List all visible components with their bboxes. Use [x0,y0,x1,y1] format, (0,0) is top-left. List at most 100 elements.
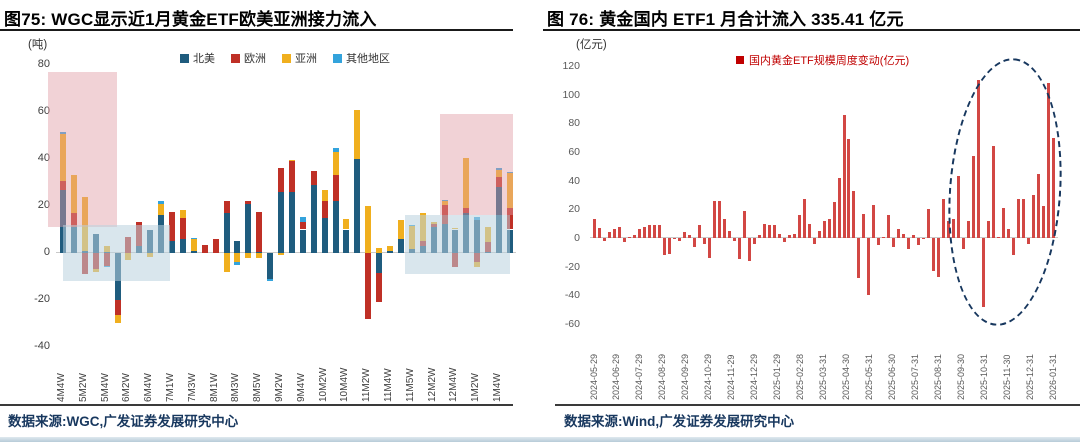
bar-segment [234,241,241,253]
asia-swatch-icon [282,53,291,63]
bar [852,190,856,238]
bar [657,225,661,238]
bar [832,202,836,238]
bar [1007,229,1011,238]
bar-segment [506,173,513,209]
x-axis-tick: 2024-07-29 [634,353,645,400]
x-axis-tick: 1M2W [470,373,482,402]
bar [652,225,656,238]
bar [992,146,996,238]
bar [1052,137,1056,238]
bar [602,238,606,241]
bar-segment [332,175,339,202]
bar-segment [321,217,328,253]
domestic-etf-swatch-icon [736,56,744,64]
bar-segment [70,175,77,214]
bar-segment [354,159,361,253]
bar-segment [397,238,404,253]
bar-segment [245,201,252,204]
bar [927,209,931,238]
y-axis-tick: -40 [34,340,50,352]
x-axis-tick: 2026-01-31 [1047,353,1058,400]
bar [957,176,961,238]
bar [887,215,891,238]
bar-segment [299,229,306,253]
highlight-blue-box-recent [405,215,510,275]
bar-segment [169,241,175,253]
europe-swatch-icon [231,53,240,63]
bar [942,199,946,238]
x-axis-tick: 10M4W [339,367,351,402]
legend-label: 欧洲 [244,53,266,65]
legend-label: 北美 [193,53,215,65]
fig75-source-note: 数据来源:WGC,广发证券发展研究中心 [8,414,239,429]
bar [687,235,691,238]
bar [627,236,631,238]
fig76-title-underline [543,29,1080,31]
fig76-plot-area: 120 100 80 60 40 20 0 -20 -40 -60 2024-05-29 2024-0… [540,0,1080,442]
bar [917,238,921,246]
bar-segment [223,201,230,214]
bar [952,219,956,238]
bar-segment [179,209,186,218]
bar [692,238,696,247]
highlight-pink-box-early [48,72,118,228]
highlight-pink-box-recent [440,114,514,216]
y-axis-tick: 40 [568,174,580,187]
bar [1047,83,1051,238]
x-axis-tick: 8M5W [252,373,264,402]
x-axis-tick: 2025-09-30 [955,353,966,400]
bar [757,235,761,238]
bar [812,238,816,244]
bar-segment [201,244,208,253]
y-axis-tick: 60 [37,105,50,117]
bar [782,238,786,243]
bar-segment [310,184,317,253]
legend-item-asia: 亚洲 [282,50,317,66]
bar-segment [267,278,274,282]
bar-segment [223,213,230,253]
bar-segment [234,253,241,263]
bar-segment [343,229,350,253]
bar-segment [310,170,317,185]
y-axis-tick: 80 [37,58,50,70]
bar [847,139,851,238]
bar-segment [245,203,252,253]
y-axis-tick: 0 [43,246,50,258]
bar-segment [278,168,284,192]
bar [867,238,871,296]
bar [727,230,731,238]
bar [767,225,771,238]
x-axis-tick: 2024-08-29 [657,353,668,400]
bar-segment [332,148,339,152]
bar [682,232,686,238]
bar [1012,238,1016,256]
bar [1042,206,1046,238]
bar [1002,207,1006,238]
bar [962,238,966,250]
bar-segment [70,213,77,228]
bar-segment [158,201,165,204]
bar-segment [190,238,197,251]
bar [612,229,616,238]
bar [892,238,896,247]
bar-segment [288,161,295,192]
x-axis-tick: 2025-08-31 [932,353,943,400]
y-axis-tick: 40 [37,152,50,164]
bar-segment [278,191,284,253]
bar [647,225,651,238]
bar-segment [190,250,197,253]
bar [607,232,611,238]
bar [862,213,866,238]
bar [912,235,916,238]
bar-segment [179,217,186,239]
bar [702,238,706,244]
bar-segment [223,253,230,272]
bar [827,219,831,238]
bar [982,238,986,307]
x-axis-tick: 11M5W [404,368,416,402]
bar-segment [496,169,502,177]
bar-segment [234,262,241,265]
bar [807,223,811,238]
x-axis-tick: 2025-03-31 [818,353,828,400]
